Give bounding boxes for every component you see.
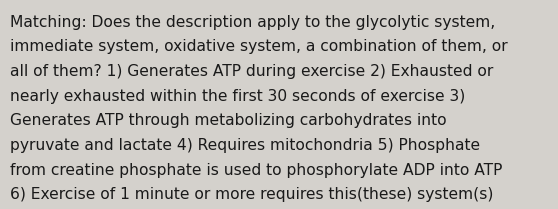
Text: immediate system, oxidative system, a combination of them, or: immediate system, oxidative system, a co… [10,39,508,54]
Text: nearly exhausted within the first 30 seconds of exercise 3): nearly exhausted within the first 30 sec… [10,89,465,104]
Text: Generates ATP through metabolizing carbohydrates into: Generates ATP through metabolizing carbo… [10,113,446,128]
Text: pyruvate and lactate 4) Requires mitochondria 5) Phosphate: pyruvate and lactate 4) Requires mitocho… [10,138,480,153]
Text: all of them? 1) Generates ATP during exercise 2) Exhausted or: all of them? 1) Generates ATP during exe… [10,64,493,79]
Text: 6) Exercise of 1 minute or more requires this(these) system(s): 6) Exercise of 1 minute or more requires… [10,187,493,202]
Text: from creatine phosphate is used to phosphorylate ADP into ATP: from creatine phosphate is used to phosp… [10,163,502,178]
Text: Matching: Does the description apply to the glycolytic system,: Matching: Does the description apply to … [10,15,496,30]
